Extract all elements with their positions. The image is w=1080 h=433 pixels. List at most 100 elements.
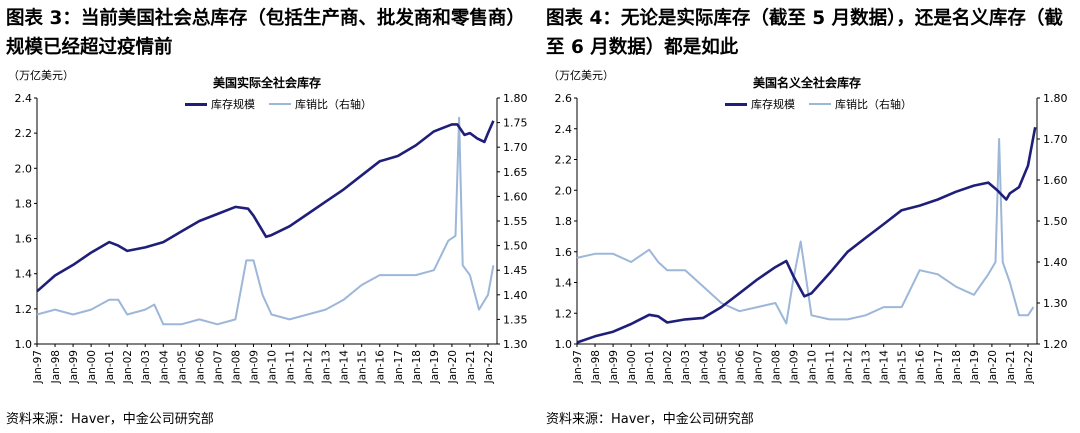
y-tick-label-right: 1.70 <box>1043 133 1068 146</box>
x-tick-label: Jan-16 <box>375 350 387 385</box>
x-tick-label: Jan-15 <box>897 350 909 384</box>
x-tick-label: Jan-19 <box>429 350 441 384</box>
y-tick-label-right: 1.60 <box>503 190 528 203</box>
y-tick-label-left: 2.0 <box>15 162 33 175</box>
y-tick-label-right: 1.35 <box>503 313 528 326</box>
y-tick-label-left: 2.0 <box>555 184 573 197</box>
y-axis-unit-label: （万亿美元） <box>548 69 614 82</box>
y-tick-label-left: 2.4 <box>555 123 573 136</box>
x-tick-label: Jan-10 <box>807 350 819 384</box>
x-tick-label: Jan-09 <box>248 350 260 384</box>
chart-title: 美国名义全社会库存 <box>753 75 861 90</box>
x-tick-label: Jan-07 <box>212 350 224 384</box>
y-tick-label-left: 1.0 <box>15 338 33 351</box>
x-tick-label: Jan-11 <box>825 350 837 384</box>
y-tick-label-left: 1.4 <box>555 277 573 290</box>
source-note: 资料来源：Haver，中金公司研究部 <box>6 412 214 427</box>
x-tick-label: Jan-98 <box>590 350 602 384</box>
y-tick-label-left: 2.4 <box>15 92 33 105</box>
legend-swatch-inventory <box>725 102 747 106</box>
x-tick-label: Jan-22 <box>483 350 495 384</box>
series-line-inventory <box>576 126 1037 344</box>
legend-label-ratio: 库销比（右轴） <box>295 98 372 111</box>
y-tick-label-right: 1.60 <box>1043 174 1068 187</box>
chart-title: 美国实际全社会库存 <box>213 75 321 90</box>
x-tick-label: Jan-12 <box>303 350 315 384</box>
y-tick-label-right: 1.40 <box>1043 256 1068 269</box>
x-tick-label: Jan-20 <box>447 350 459 384</box>
x-tick-label: Jan-99 <box>608 350 620 384</box>
legend-label-inventory: 库存规模 <box>211 98 255 111</box>
x-tick-label: Jan-07 <box>752 350 764 384</box>
x-tick-label: Jan-97 <box>32 350 44 384</box>
x-tick-label: Jan-03 <box>680 350 692 384</box>
figure-title: 图表 3：当前美国社会总库存（包括生产商、批发商和零售商）规模已经超过疫情前 <box>6 8 525 58</box>
x-tick-label: Jan-97 <box>572 350 584 384</box>
x-tick-label: Jan-04 <box>158 350 170 385</box>
x-tick-label: Jan-17 <box>933 350 945 384</box>
legend-swatch-ratio <box>809 103 831 105</box>
x-tick-label: Jan-05 <box>716 350 728 384</box>
y-tick-label-left: 1.4 <box>15 268 33 281</box>
x-tick-label: Jan-04 <box>698 350 710 385</box>
legend-label-inventory: 库存规模 <box>751 98 795 111</box>
x-tick-label: Jan-05 <box>176 350 188 384</box>
x-tick-label: Jan-06 <box>194 350 206 385</box>
y-tick-label-right: 1.80 <box>503 92 528 105</box>
x-tick-label: Jan-03 <box>140 350 152 384</box>
chart-legend: 库存规模 库销比（右轴） <box>185 96 386 112</box>
x-tick-label: Jan-02 <box>122 350 134 384</box>
y-tick-label-left: 1.8 <box>555 215 573 228</box>
y-tick-label-right: 1.80 <box>1043 92 1068 105</box>
x-tick-label: Jan-14 <box>879 350 891 385</box>
y-tick-label-left: 1.6 <box>15 233 33 246</box>
source-note: 资料来源：Haver，中金公司研究部 <box>546 412 754 427</box>
x-tick-label: Jan-17 <box>393 350 405 384</box>
y-tick-label-right: 1.55 <box>503 215 528 228</box>
y-tick-label-left: 2.2 <box>15 127 33 140</box>
x-tick-label: Jan-10 <box>267 350 279 384</box>
y-tick-label-right: 1.50 <box>503 240 528 253</box>
y-tick-label-right: 1.30 <box>1043 297 1068 310</box>
x-tick-label: Jan-13 <box>321 350 333 384</box>
y-tick-label-right: 1.45 <box>503 264 528 277</box>
x-tick-label: Jan-15 <box>357 350 369 384</box>
x-tick-label: Jan-21 <box>465 350 477 384</box>
x-tick-label: Jan-16 <box>915 350 927 385</box>
y-tick-label-right: 1.40 <box>503 289 528 302</box>
x-tick-label: Jan-00 <box>86 350 98 384</box>
x-tick-label: Jan-00 <box>626 350 638 384</box>
x-tick-label: Jan-18 <box>411 350 423 384</box>
x-tick-label: Jan-08 <box>770 350 782 384</box>
x-tick-label: Jan-18 <box>951 350 963 384</box>
y-tick-label-left: 1.6 <box>555 246 573 259</box>
y-tick-label-right: 1.70 <box>503 141 528 154</box>
x-tick-label: Jan-06 <box>734 350 746 385</box>
x-tick-label: Jan-14 <box>339 350 351 385</box>
x-tick-label: Jan-98 <box>50 350 62 384</box>
y-tick-label-left: 2.6 <box>555 92 573 105</box>
y-tick-label-right: 1.50 <box>1043 215 1068 228</box>
figure-panel-right: 图表 4：无论是实际库存（截至 5 月数据），还是名义库存（截至 6 月数据）都… <box>540 0 1080 433</box>
series-line-inventory <box>36 120 495 293</box>
y-tick-label-right: 1.30 <box>503 338 528 351</box>
x-tick-label: Jan-11 <box>285 350 297 384</box>
x-tick-label: Jan-12 <box>843 350 855 384</box>
line-chart-real-inventory: 美国实际全社会库存 （万亿美元） 1.0 1.2 1.4 1.6 1.8 2.0 2.2 2.4 1… <box>8 69 528 385</box>
chart-legend: 库存规模 库销比（右轴） <box>725 96 926 112</box>
y-axis-unit-label: （万亿美元） <box>8 69 74 82</box>
y-tick-label-left: 1.8 <box>15 197 33 210</box>
x-tick-label: Jan-20 <box>987 350 999 384</box>
y-tick-label-right: 1.75 <box>503 117 528 130</box>
x-tick-label: Jan-08 <box>230 350 242 384</box>
figure-title: 图表 4：无论是实际库存（截至 5 月数据），还是名义库存（截至 6 月数据）都… <box>546 8 1063 58</box>
x-tick-label: Jan-01 <box>644 350 656 384</box>
y-tick-label-left: 1.2 <box>15 303 33 316</box>
series-line-ratio <box>36 116 495 326</box>
legend-swatch-inventory <box>185 102 207 106</box>
x-tick-label: Jan-21 <box>1005 350 1017 384</box>
x-tick-label: Jan-02 <box>662 350 674 384</box>
x-tick-label: Jan-99 <box>68 350 80 384</box>
y-tick-label-left: 1.2 <box>555 307 573 320</box>
series-line-ratio <box>576 138 1035 325</box>
